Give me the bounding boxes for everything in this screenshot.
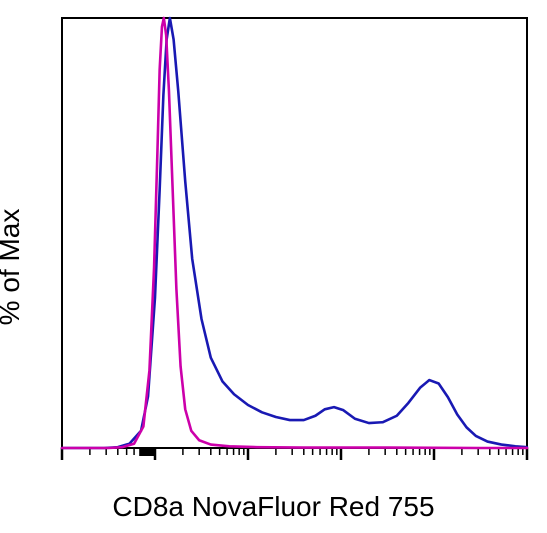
chart-svg — [0, 0, 547, 533]
histogram-overlay-chart: % of Max CD8a NovaFluor Red 755 — [0, 0, 547, 533]
x-axis-label: CD8a NovaFluor Red 755 — [0, 491, 547, 523]
